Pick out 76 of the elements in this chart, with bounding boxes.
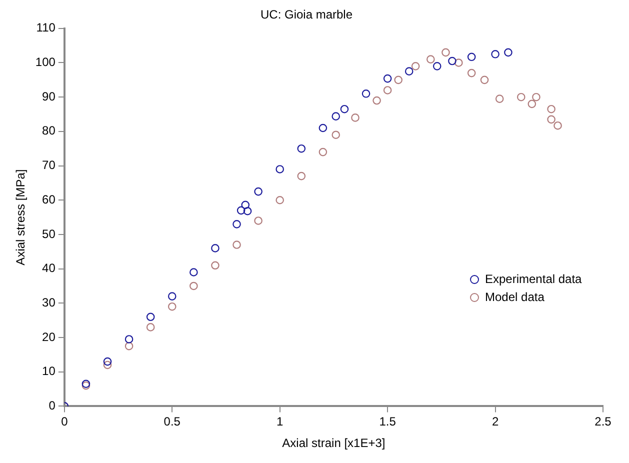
point (190, 282, 198, 290)
point (432, 62, 442, 70)
point (362, 90, 370, 98)
point (383, 86, 392, 94)
point (480, 76, 489, 84)
point (467, 52, 476, 62)
point (211, 261, 220, 270)
point (372, 96, 381, 105)
point (467, 68, 476, 78)
point (554, 121, 562, 130)
point (516, 92, 526, 102)
x-tick-label: 0.5 (164, 414, 181, 429)
y-tick-label: 90 (42, 89, 56, 104)
x-tick-label: 1 (276, 414, 284, 429)
point (276, 165, 284, 174)
point (168, 302, 176, 311)
point (211, 244, 220, 252)
point (332, 112, 340, 120)
point (103, 360, 112, 370)
point (332, 130, 340, 140)
x-tick-label: 1.5 (379, 414, 396, 429)
point (495, 94, 504, 103)
point (528, 100, 536, 108)
point (491, 50, 500, 58)
y-tick-label: 110 (36, 20, 56, 35)
y-tick-label: 0 (48, 398, 56, 413)
y-tick-label: 20 (42, 330, 56, 344)
legend-label: Model data (485, 290, 544, 304)
point (124, 342, 134, 350)
x-tick-label: 2 (492, 414, 499, 429)
point (318, 148, 328, 156)
y-tick-label: 30 (42, 295, 56, 310)
point (124, 335, 134, 344)
point (297, 172, 306, 180)
point (426, 55, 435, 64)
point (103, 357, 112, 366)
point (168, 292, 176, 300)
legend-label: Experimental data (485, 272, 582, 286)
x-tick-label: 0 (61, 414, 68, 429)
point (547, 115, 556, 124)
point (146, 312, 155, 322)
point (532, 92, 540, 102)
point (340, 104, 349, 114)
point (254, 216, 262, 225)
point (241, 200, 250, 210)
point (394, 76, 402, 84)
y-tick-label: 10 (42, 364, 56, 378)
x-axis-title: Axial strain [x1E+3] (282, 436, 386, 450)
point (276, 196, 284, 204)
point (236, 206, 246, 215)
point (442, 48, 450, 57)
point (254, 187, 262, 196)
point (297, 144, 306, 153)
y-tick-label: 60 (42, 192, 56, 206)
point (547, 104, 556, 114)
point (404, 67, 414, 76)
point (190, 268, 198, 276)
y-tick-label: 70 (42, 158, 56, 172)
x-tick-label: 2.5 (594, 414, 612, 429)
point (146, 323, 155, 332)
point (243, 206, 252, 216)
point (318, 124, 328, 132)
point (232, 220, 241, 228)
y-axis-title: Axial stress [MPa] (14, 169, 28, 266)
point (504, 48, 512, 57)
y-tick-label: 100 (35, 55, 56, 70)
y-tick-label: 50 (42, 226, 56, 241)
point (448, 56, 456, 66)
point (232, 240, 241, 249)
chart-title: UC: Gioia marble (260, 8, 353, 22)
point (383, 74, 392, 83)
point (411, 62, 420, 70)
y-tick-label: 40 (42, 261, 56, 276)
point (351, 114, 360, 122)
y-tick-label: 80 (42, 124, 56, 138)
point (454, 58, 463, 67)
